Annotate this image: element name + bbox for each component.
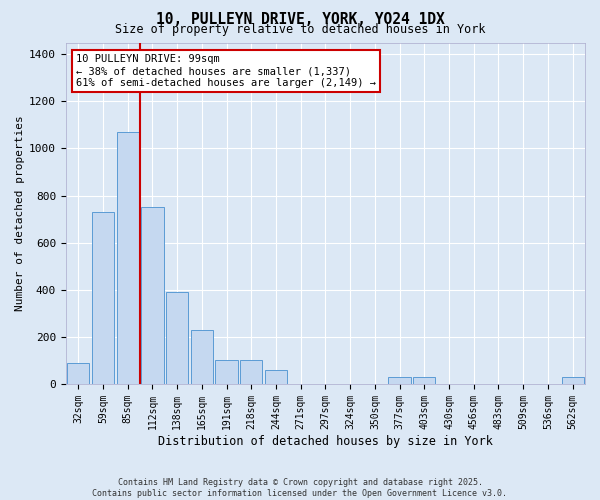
Bar [215,360,238,384]
Bar [265,370,287,384]
Bar [67,363,89,384]
Bar [562,377,584,384]
Text: 10, PULLEYN DRIVE, YORK, YO24 1DX: 10, PULLEYN DRIVE, YORK, YO24 1DX [155,12,445,28]
Bar [388,377,411,384]
Bar [166,292,188,384]
Bar [141,208,164,384]
Text: Contains HM Land Registry data © Crown copyright and database right 2025.
Contai: Contains HM Land Registry data © Crown c… [92,478,508,498]
X-axis label: Distribution of detached houses by size in York: Distribution of detached houses by size … [158,434,493,448]
Bar [413,377,436,384]
Y-axis label: Number of detached properties: Number of detached properties [15,116,25,311]
Text: 10 PULLEYN DRIVE: 99sqm
← 38% of detached houses are smaller (1,337)
61% of semi: 10 PULLEYN DRIVE: 99sqm ← 38% of detache… [76,54,376,88]
Bar [116,132,139,384]
Bar [240,360,262,384]
Bar [191,330,213,384]
Bar [92,212,114,384]
Text: Size of property relative to detached houses in York: Size of property relative to detached ho… [115,22,485,36]
